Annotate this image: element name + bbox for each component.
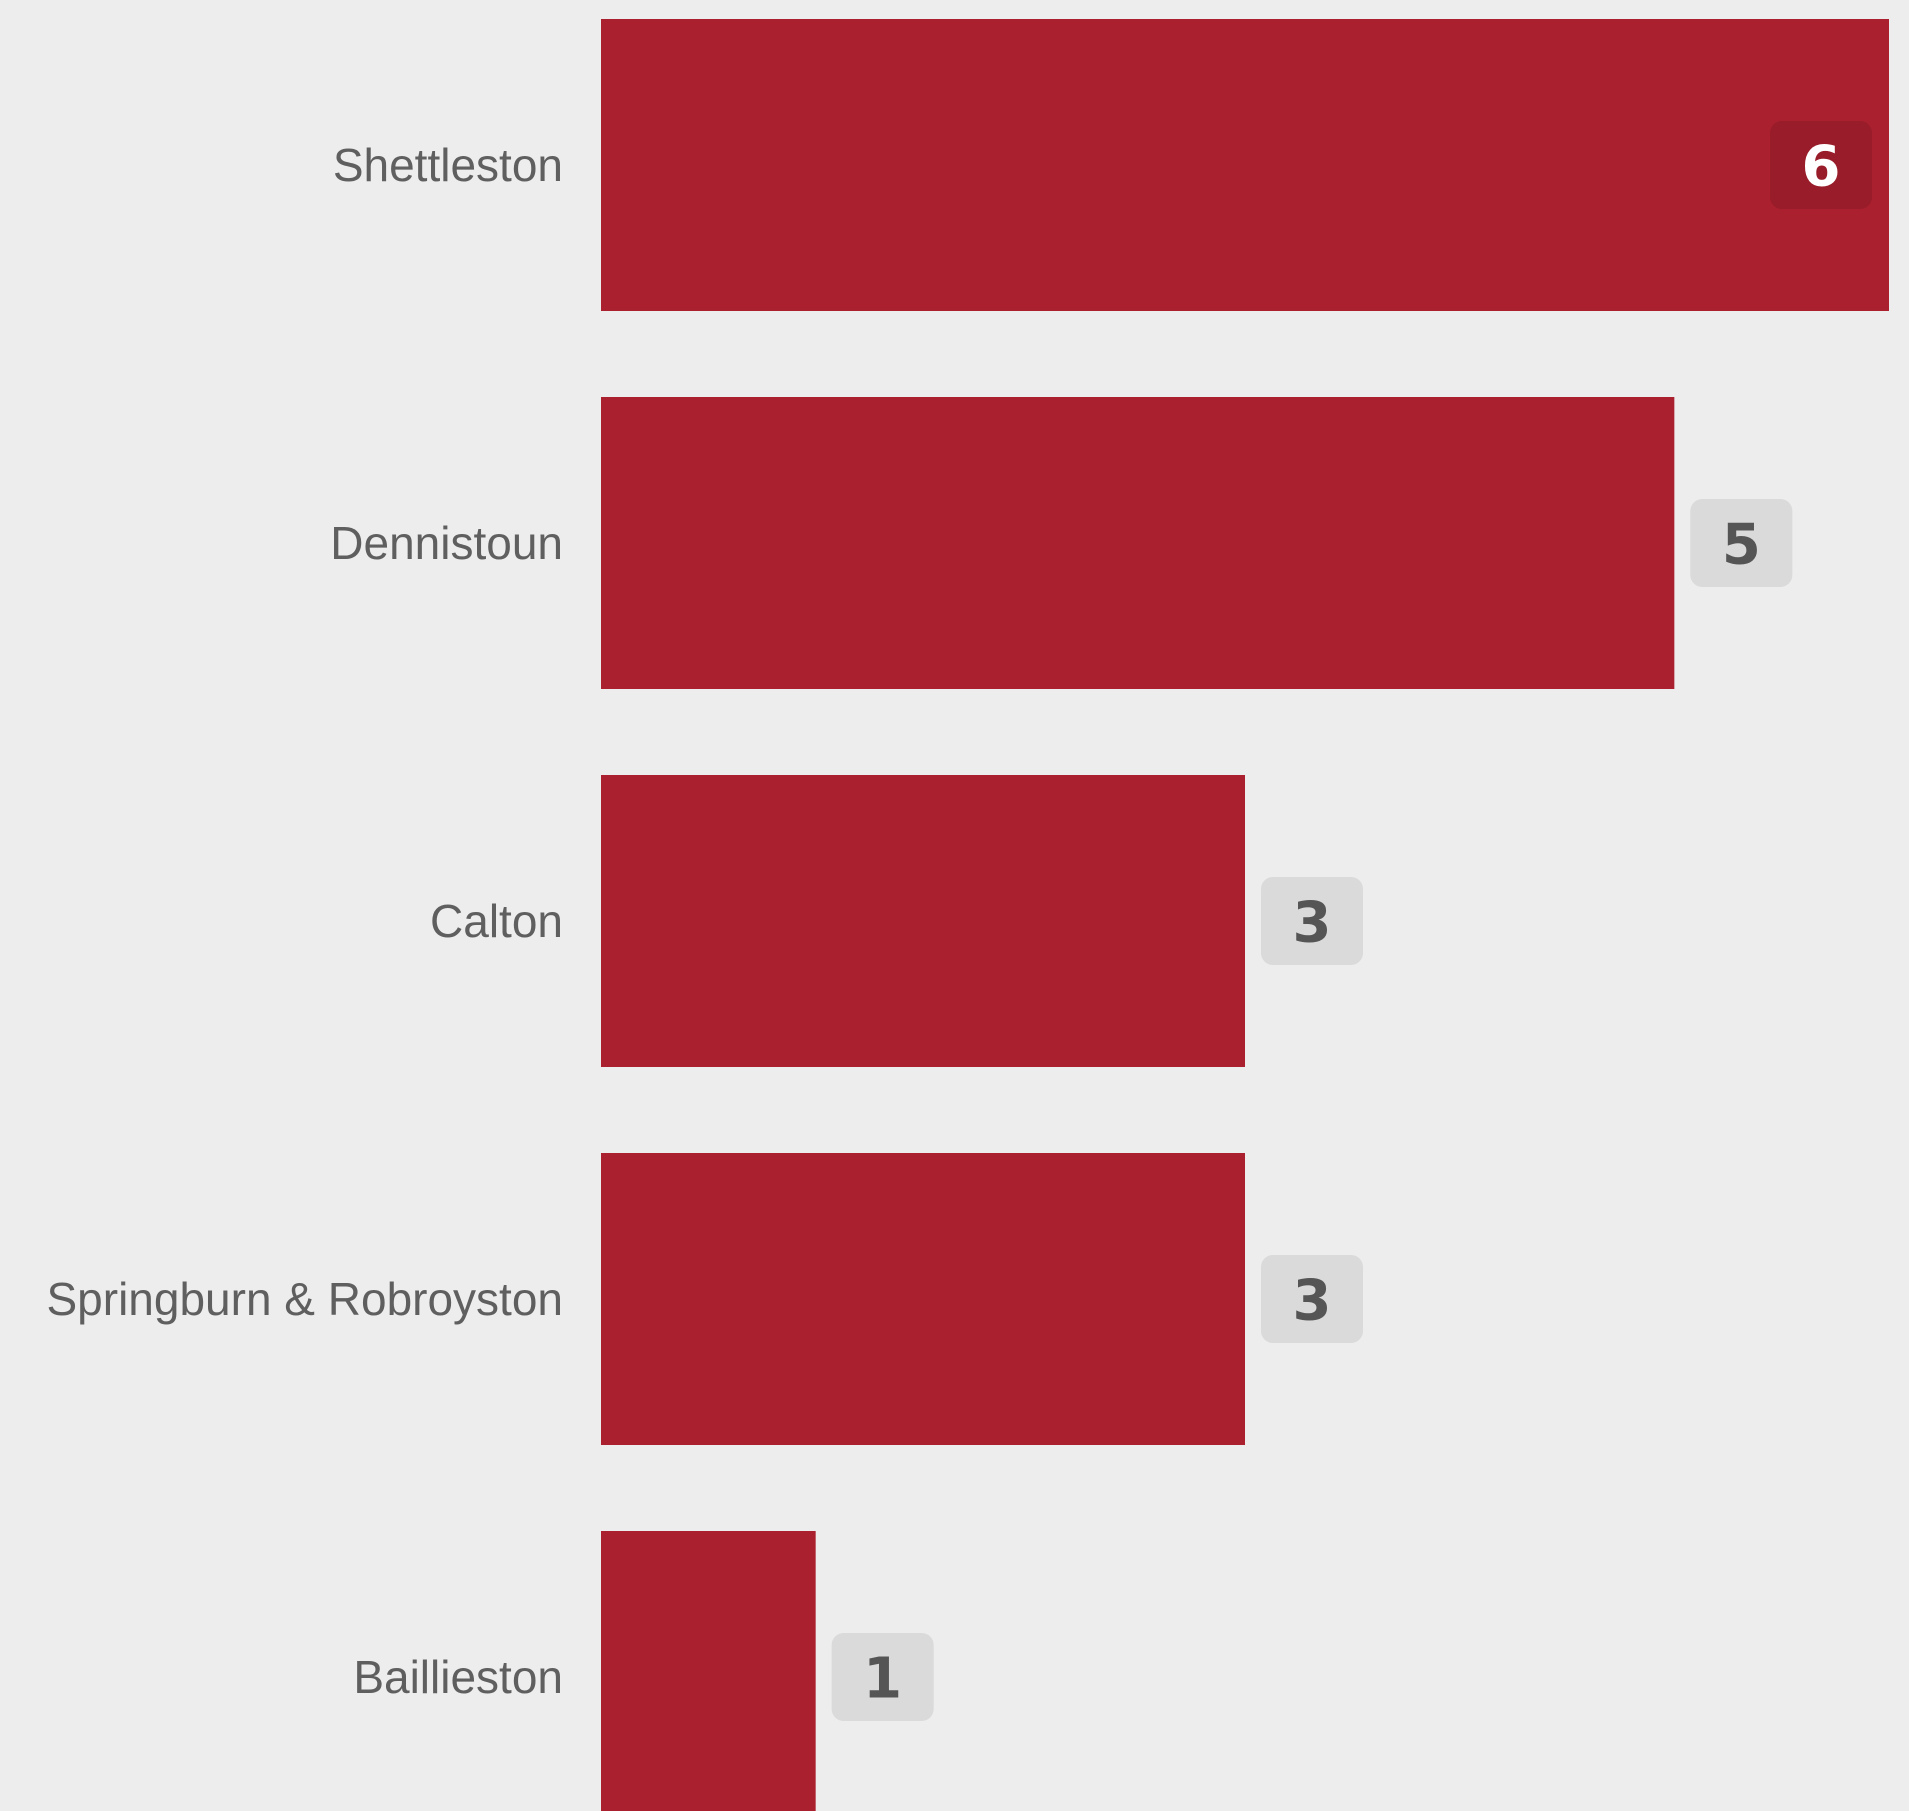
value-label: 1 — [863, 1647, 902, 1712]
value-label: 3 — [1293, 1269, 1332, 1334]
value-badge — [1261, 1255, 1363, 1343]
bar — [601, 19, 1889, 311]
value-label: 6 — [1802, 135, 1841, 200]
category-label: Dennistoun — [330, 517, 563, 569]
category-label: Shettleston — [333, 139, 563, 191]
value-badge — [1690, 499, 1793, 587]
bar-group: Calton 3 — [430, 775, 1363, 1067]
value-label: 3 — [1293, 891, 1332, 956]
value-badge — [1261, 877, 1363, 965]
bar — [601, 1531, 816, 1811]
category-label: Calton — [430, 895, 563, 947]
bar-group: Shettleston 6 — [333, 19, 1889, 311]
bar-group: Baillieston 1 — [353, 1531, 934, 1811]
value-label: 5 — [1722, 513, 1761, 578]
category-label: Baillieston — [353, 1651, 563, 1703]
value-badge — [831, 1633, 934, 1721]
bar — [601, 1153, 1245, 1445]
bar-group: Springburn & Robroyston 3 — [46, 1153, 1363, 1445]
bar — [601, 397, 1675, 689]
category-label: Springburn & Robroyston — [46, 1273, 563, 1325]
bar — [601, 775, 1245, 1067]
bar-group: Dennistoun 5 — [330, 397, 1793, 689]
value-badge — [1770, 121, 1872, 209]
